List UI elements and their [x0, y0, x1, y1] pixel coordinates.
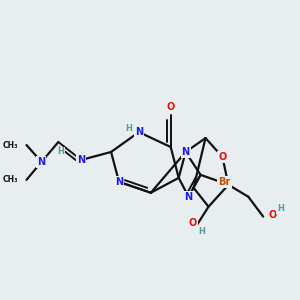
Text: N: N [77, 155, 85, 165]
Text: O: O [218, 152, 226, 162]
Text: N: N [115, 177, 123, 187]
Text: H: H [277, 204, 284, 213]
Text: H: H [125, 124, 132, 133]
Text: O: O [188, 218, 197, 228]
Text: H: H [198, 227, 205, 236]
Text: O: O [268, 210, 276, 220]
Text: N: N [135, 127, 143, 137]
Text: N: N [182, 147, 190, 157]
Text: O: O [167, 102, 175, 112]
Text: H: H [57, 148, 64, 157]
Text: CH₃: CH₃ [3, 175, 19, 184]
Text: N: N [184, 192, 193, 202]
Text: N: N [38, 157, 46, 167]
Text: Br: Br [218, 177, 230, 187]
Text: CH₃: CH₃ [3, 140, 19, 149]
